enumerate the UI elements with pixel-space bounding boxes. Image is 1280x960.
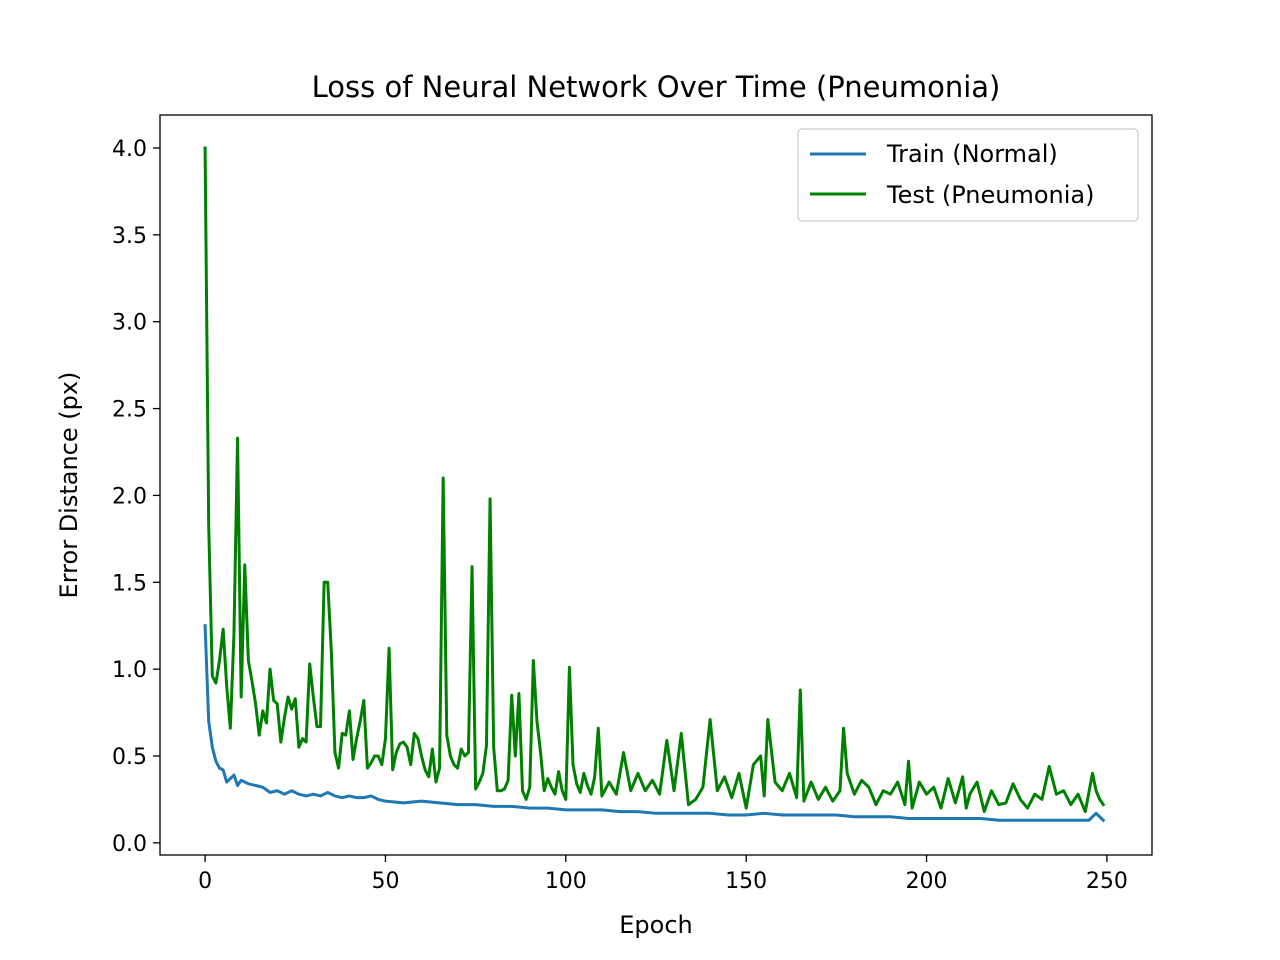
x-tick-label: 100 bbox=[545, 869, 587, 894]
y-tick-label: 0.0 bbox=[112, 832, 147, 857]
y-tick-label: 2.5 bbox=[112, 398, 147, 423]
x-tick-label: 50 bbox=[371, 869, 399, 894]
y-axis: 0.0 0.5 1.0 1.5 2.0 2.5 3.0 3.5 4.0 bbox=[112, 137, 160, 857]
legend-box bbox=[797, 128, 1139, 222]
y-tick-label: 3.0 bbox=[112, 311, 147, 336]
legend-label-test: Test (Pneumonia) bbox=[886, 181, 1095, 209]
x-axis: 0 50 100 150 200 250 bbox=[198, 855, 1128, 894]
train-series-line bbox=[203, 624, 1106, 823]
test-series-line bbox=[203, 146, 1106, 814]
chart-title: Loss of Neural Network Over Time (Pneumo… bbox=[312, 70, 1001, 104]
x-tick-label: 150 bbox=[725, 869, 767, 894]
plot-area bbox=[159, 114, 1153, 856]
x-tick-label: 250 bbox=[1086, 869, 1128, 894]
x-axis-label: Epoch bbox=[619, 911, 693, 939]
y-axis-label: Error Distance (px) bbox=[55, 372, 83, 599]
axes-background bbox=[160, 115, 1152, 855]
y-tick-label: 1.0 bbox=[112, 658, 147, 683]
legend-label-train: Train (Normal) bbox=[886, 140, 1058, 168]
legend: Train (Normal) Test (Pneumonia) bbox=[797, 128, 1139, 222]
axes-frame bbox=[159, 114, 1153, 856]
x-tick-label: 0 bbox=[198, 869, 212, 894]
y-tick-label: 3.5 bbox=[112, 224, 147, 249]
series-layer bbox=[203, 146, 1106, 823]
y-tick-label: 4.0 bbox=[112, 137, 147, 162]
y-tick-label: 1.5 bbox=[112, 571, 147, 596]
y-tick-label: 2.0 bbox=[112, 484, 147, 509]
y-tick-label: 0.5 bbox=[112, 745, 147, 770]
x-tick-label: 200 bbox=[906, 869, 948, 894]
